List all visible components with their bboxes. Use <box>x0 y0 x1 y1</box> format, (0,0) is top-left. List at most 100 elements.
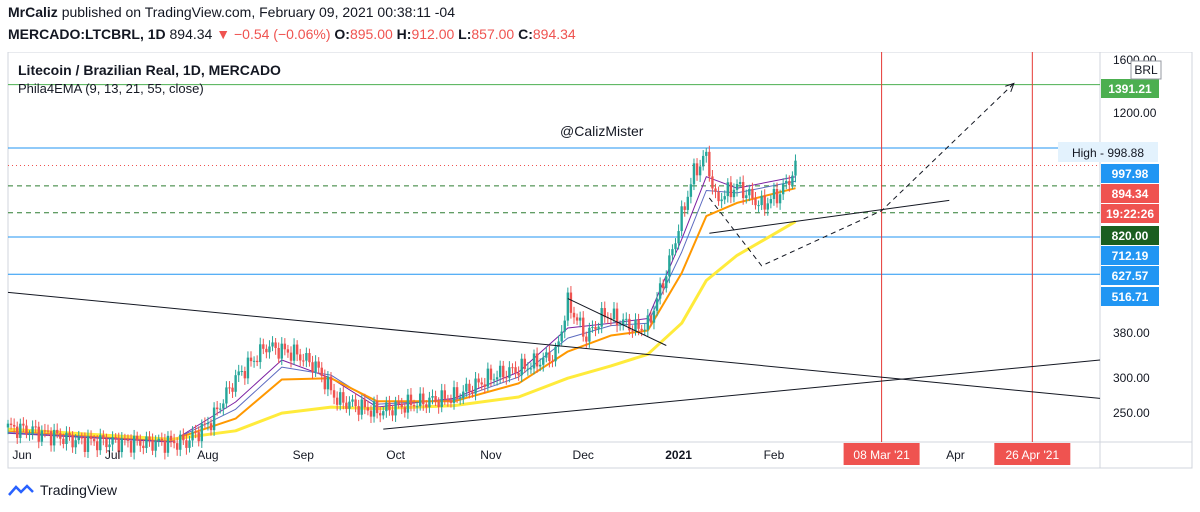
author-name[interactable]: MrCaliz <box>8 4 58 20</box>
candle-body <box>329 376 333 391</box>
price-label: 516.71 <box>1112 290 1149 304</box>
x-tick-label: Jul <box>105 448 120 462</box>
publish-info: published on TradingView.com, February 0… <box>61 4 455 20</box>
y-tick-label: 380.00 <box>1113 326 1150 340</box>
x-tick-label: Apr <box>946 448 965 462</box>
price-label-box <box>1101 204 1159 223</box>
candle-body <box>532 353 536 369</box>
candle-body <box>6 423 10 428</box>
candle-body <box>326 376 330 390</box>
ema-line <box>7 187 796 442</box>
x-tick-label: Feb <box>764 448 785 462</box>
candle-body <box>108 444 111 448</box>
candle-body <box>449 400 453 403</box>
candle-body <box>646 315 650 330</box>
candle-body <box>188 440 191 448</box>
candle-body <box>74 440 77 448</box>
candle-body <box>31 426 34 435</box>
symbol-label: MERCADO:LTCBRL, 1D <box>8 26 166 42</box>
candle-body <box>320 367 323 377</box>
candle-body <box>172 440 176 444</box>
candle-body <box>163 440 167 453</box>
candle-body <box>428 397 431 408</box>
candle-body <box>212 407 216 431</box>
x-tick-label: Oct <box>386 448 405 462</box>
candle-body <box>542 357 545 365</box>
candle-body <box>723 196 726 200</box>
tradingview-brand[interactable]: TradingView <box>40 482 118 498</box>
ema-line <box>7 220 797 441</box>
price-label-box <box>1101 246 1159 265</box>
candle-body <box>431 396 434 398</box>
candle-body <box>166 435 170 453</box>
candle-body <box>299 354 302 361</box>
candle-body <box>62 438 65 445</box>
candle-body <box>585 336 588 342</box>
currency-box[interactable] <box>1130 60 1162 80</box>
candle-body <box>705 151 708 156</box>
candle-body <box>139 440 142 446</box>
candle-body <box>123 438 127 440</box>
trendline <box>709 199 950 234</box>
candle-body <box>160 438 164 441</box>
candle-body <box>652 310 656 323</box>
trendline <box>567 298 667 346</box>
candle-body <box>618 324 622 326</box>
x-tick-label: Jun <box>12 448 31 462</box>
candle-body <box>643 329 646 331</box>
indicator-label: Phila4EMA (9, 13, 21, 55, close) <box>18 81 204 96</box>
candle-body <box>71 435 74 448</box>
y-tick-label: 250.00 <box>1113 406 1150 420</box>
candle-body <box>194 431 197 433</box>
trendline <box>383 359 1101 430</box>
price-chart[interactable]: 08 Mar '21 26 Apr '21 1600.001200.00380.0… <box>0 52 1200 470</box>
candle-body <box>52 429 56 446</box>
candle-body <box>726 182 729 197</box>
candle-body <box>745 195 748 199</box>
candle-body <box>468 383 471 392</box>
candle-body <box>735 184 739 190</box>
candle-body <box>769 199 773 204</box>
candle-body <box>49 431 53 446</box>
candle-body <box>412 405 416 407</box>
candle-body <box>89 436 93 439</box>
candle-body <box>563 320 566 332</box>
candle-body <box>741 182 745 199</box>
x-tick-label: 2021 <box>665 448 692 462</box>
candle-body <box>486 368 490 387</box>
candle-body <box>708 151 711 177</box>
candle-body <box>557 341 560 347</box>
candle-body <box>628 318 631 331</box>
candle-body <box>96 441 99 451</box>
candle-body <box>698 166 702 176</box>
candle-body <box>689 184 693 197</box>
candle-body <box>495 377 499 380</box>
candle-body <box>360 399 363 415</box>
candle-body <box>169 435 173 441</box>
close-value: 894.34 <box>532 26 576 42</box>
candle-body <box>502 365 505 378</box>
projection-path <box>708 83 1015 267</box>
candle-body <box>151 440 154 451</box>
candle-body <box>409 394 413 406</box>
candle-body <box>514 367 517 373</box>
candle-body <box>477 378 480 383</box>
candle-body <box>695 163 699 176</box>
price-label-box <box>1101 79 1159 98</box>
candle-body <box>665 276 668 289</box>
candle-body <box>271 342 274 347</box>
price-label-box <box>1101 266 1159 285</box>
candle-body <box>720 199 723 202</box>
candle-body <box>754 198 757 206</box>
candle-body <box>240 370 243 372</box>
candle-body <box>237 371 240 376</box>
candle-body <box>729 182 733 198</box>
price-label-box <box>1101 164 1159 183</box>
x-tick-label: Nov <box>480 448 501 462</box>
high-value: 912.00 <box>411 26 455 42</box>
projection-arrowhead <box>1005 82 1015 93</box>
candle-body <box>305 353 308 361</box>
price-change: −0.54 (−0.06%) <box>233 26 331 42</box>
price-label: 712.19 <box>1112 249 1149 263</box>
candle-body <box>578 317 582 321</box>
